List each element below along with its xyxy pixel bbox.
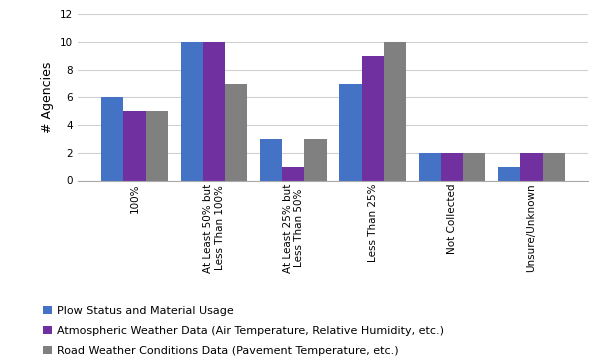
Bar — [419, 153, 441, 180]
Bar — [181, 42, 203, 180]
Bar — [463, 153, 485, 180]
Bar — [498, 167, 520, 180]
Bar — [146, 111, 168, 180]
Bar — [542, 153, 565, 180]
Bar — [124, 111, 146, 180]
Bar — [384, 42, 406, 180]
Bar — [225, 84, 247, 180]
Y-axis label: # Agencies: # Agencies — [41, 62, 55, 133]
Bar — [362, 56, 384, 180]
Bar — [203, 42, 225, 180]
Bar — [340, 84, 362, 180]
Bar — [282, 167, 304, 180]
Bar — [304, 139, 326, 180]
Bar — [520, 153, 542, 180]
Legend: Plow Status and Material Usage, Atmospheric Weather Data (Air Temperature, Relat: Plow Status and Material Usage, Atmosphe… — [43, 306, 444, 356]
Bar — [441, 153, 463, 180]
Bar — [260, 139, 282, 180]
Bar — [101, 97, 124, 180]
